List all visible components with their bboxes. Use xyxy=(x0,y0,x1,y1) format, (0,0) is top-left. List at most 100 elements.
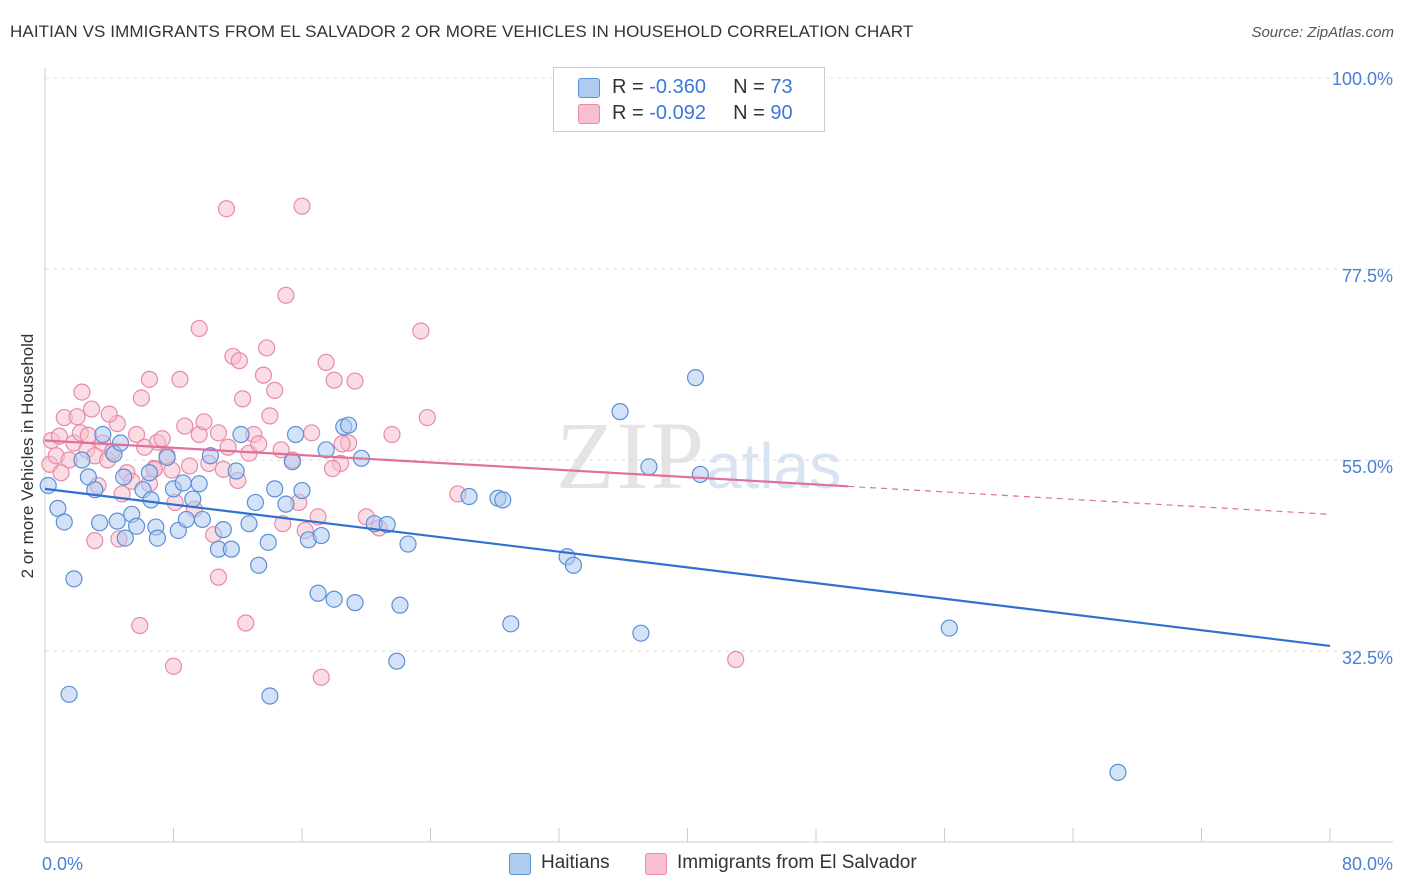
haitians-point xyxy=(494,491,512,509)
zipatlas-watermark: ZIPatlas xyxy=(556,400,841,511)
series-haitians-points xyxy=(39,369,1127,781)
el-salvador-point xyxy=(209,424,228,442)
haitians-point xyxy=(190,475,208,493)
el-salvador-trend-extension xyxy=(848,485,1331,515)
x-tick-label: 0.0% xyxy=(42,854,83,874)
haitians-point xyxy=(250,556,268,574)
haitians-point xyxy=(388,652,406,670)
haitians-point xyxy=(184,490,202,508)
haitians-point xyxy=(108,512,126,530)
el-salvador-point xyxy=(237,614,255,632)
y-tick-label: 55.0% xyxy=(1342,457,1393,477)
haitians-point xyxy=(691,465,709,484)
haitians-point xyxy=(60,685,78,703)
el-salvador-point xyxy=(317,353,335,371)
haitians-legend-swatch xyxy=(509,853,531,875)
haitians-point xyxy=(312,526,330,545)
el-salvador-point xyxy=(176,417,194,435)
haitians-point xyxy=(686,369,705,387)
el-salvador-point xyxy=(346,372,364,390)
el-salvador-legend-swatch xyxy=(645,853,667,875)
watermark-zip: ZIP xyxy=(556,402,706,509)
el-salvador-point xyxy=(131,616,149,635)
haitians-point xyxy=(259,533,277,551)
r-value: -0.360 xyxy=(649,76,706,98)
tick-labels: 32.5% 55.0% 77.5% 100.0% 0.0% 80.0% xyxy=(42,69,1393,874)
el-salvador-point xyxy=(233,390,252,408)
r-value: -0.092 xyxy=(649,102,706,124)
source-credit[interactable]: Source: ZipAtlas.com xyxy=(1251,24,1394,41)
el-salvador-point xyxy=(82,400,101,418)
haitians-point xyxy=(65,570,83,588)
haitians-point xyxy=(293,481,311,500)
haitians-point xyxy=(1109,763,1127,781)
el-salvador-point xyxy=(323,459,342,478)
el-salvador-point xyxy=(180,457,199,475)
r-label: R = xyxy=(612,102,650,124)
el-salvador-point xyxy=(153,430,171,448)
haitians-point xyxy=(283,453,301,471)
el-salvador-point xyxy=(383,425,401,444)
el-salvador-swatch xyxy=(578,104,600,124)
watermark-atlas: atlas xyxy=(706,430,842,502)
haitians-point xyxy=(640,458,658,476)
el-salvador-point xyxy=(164,657,183,675)
el-salvador-point xyxy=(274,515,292,533)
haitians-point xyxy=(174,474,192,492)
haitians-trend-line xyxy=(44,487,1331,647)
haitians-point xyxy=(148,529,167,547)
haitians-point xyxy=(222,540,240,558)
y-tick-label: 77.5% xyxy=(1342,266,1393,286)
haitians-point xyxy=(286,425,305,444)
el-salvador-point xyxy=(312,668,330,686)
r-label: R = xyxy=(612,76,650,98)
haitians-point xyxy=(55,513,73,531)
el-salvador-point xyxy=(250,435,268,453)
haitians-point xyxy=(140,464,159,482)
haitians-point xyxy=(378,515,396,534)
haitians-point xyxy=(261,687,279,705)
haitians-point xyxy=(193,510,212,529)
n-label: N = xyxy=(733,76,771,98)
el-salvador-point xyxy=(418,408,436,427)
el-salvador-point xyxy=(325,371,343,389)
haitians-point xyxy=(177,510,195,529)
haitians-point xyxy=(111,434,130,452)
haitians-point xyxy=(158,448,176,467)
haitians-point xyxy=(94,425,112,444)
el-salvador-point xyxy=(412,322,430,340)
chart-title: HAITIAN VS IMMIGRANTS FROM EL SALVADOR 2… xyxy=(10,22,914,41)
haitians-point xyxy=(227,462,245,480)
series-el-salvador-points xyxy=(41,197,745,686)
haitians-point xyxy=(325,590,343,608)
haitians-legend-label: Haitians xyxy=(541,852,610,873)
grid-lines xyxy=(45,77,1393,652)
haitians-point xyxy=(346,594,364,612)
el-salvador-point xyxy=(303,424,321,442)
haitians-point xyxy=(232,425,250,444)
haitians-point xyxy=(240,515,258,533)
haitians-point xyxy=(91,514,109,532)
trend-lines xyxy=(44,439,1331,647)
el-salvador-point xyxy=(140,370,159,388)
haitians-point xyxy=(611,403,629,421)
el-salvador-point xyxy=(52,464,70,482)
haitians-point xyxy=(246,493,265,512)
y-tick-label: 32.5% xyxy=(1342,648,1393,668)
el-salvador-point xyxy=(219,438,237,456)
el-salvador-point xyxy=(209,568,228,586)
el-salvador-point xyxy=(254,366,273,384)
y-tick-label: 100.0% xyxy=(1332,69,1393,89)
stats-legend: R = -0.360 N = 73 R = -0.092 N = 90 xyxy=(553,67,825,132)
n-value: 73 xyxy=(770,76,793,98)
el-salvador-point xyxy=(190,319,208,338)
x-tick-label: 80.0% xyxy=(1342,854,1393,874)
haitians-point xyxy=(309,584,327,602)
haitians-point xyxy=(115,468,133,486)
y-axis-label: 2 or more Vehicles in Household xyxy=(18,333,37,579)
haitians-point xyxy=(266,480,284,498)
el-salvador-point xyxy=(261,407,279,425)
haitians-point xyxy=(116,529,134,547)
haitians-point xyxy=(940,619,958,637)
